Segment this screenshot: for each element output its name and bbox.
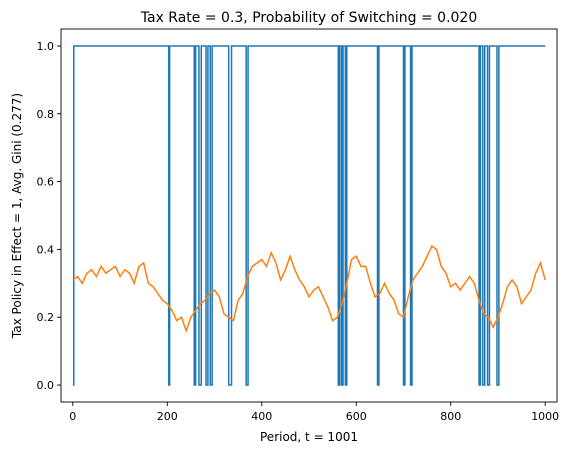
x-tick-label: 200	[157, 410, 178, 423]
x-tick-label: 600	[346, 410, 367, 423]
y-tick-label: 0.0	[37, 379, 55, 392]
x-tick-label: 400	[251, 410, 272, 423]
x-tick-label: 0	[69, 410, 76, 423]
x-axis: 0 200 400 600 800 1000	[69, 402, 559, 423]
y-tick-label: 0.6	[37, 176, 55, 189]
x-tick-label: 1000	[531, 410, 559, 423]
chart-title: Tax Rate = 0.3, Probability of Switching…	[140, 10, 478, 26]
plot-area	[61, 29, 557, 402]
y-axis: 0.0 0.2 0.4 0.6 0.8 1.0	[37, 40, 61, 392]
y-tick-label: 0.2	[37, 311, 55, 324]
y-tick-label: 0.8	[37, 108, 55, 121]
y-axis-label: Tax Policy in Effect = 1, Avg. Gini (0.2…	[10, 93, 24, 339]
x-tick-label: 800	[440, 410, 461, 423]
y-tick-label: 0.4	[37, 243, 55, 256]
y-tick-label: 1.0	[37, 40, 55, 53]
series-layer	[72, 45, 546, 386]
series-line-gini	[72, 244, 546, 334]
x-axis-label: Period, t = 1001	[260, 430, 358, 444]
series-line-tax-policy	[72, 45, 546, 386]
plot-frame	[60, 28, 558, 403]
